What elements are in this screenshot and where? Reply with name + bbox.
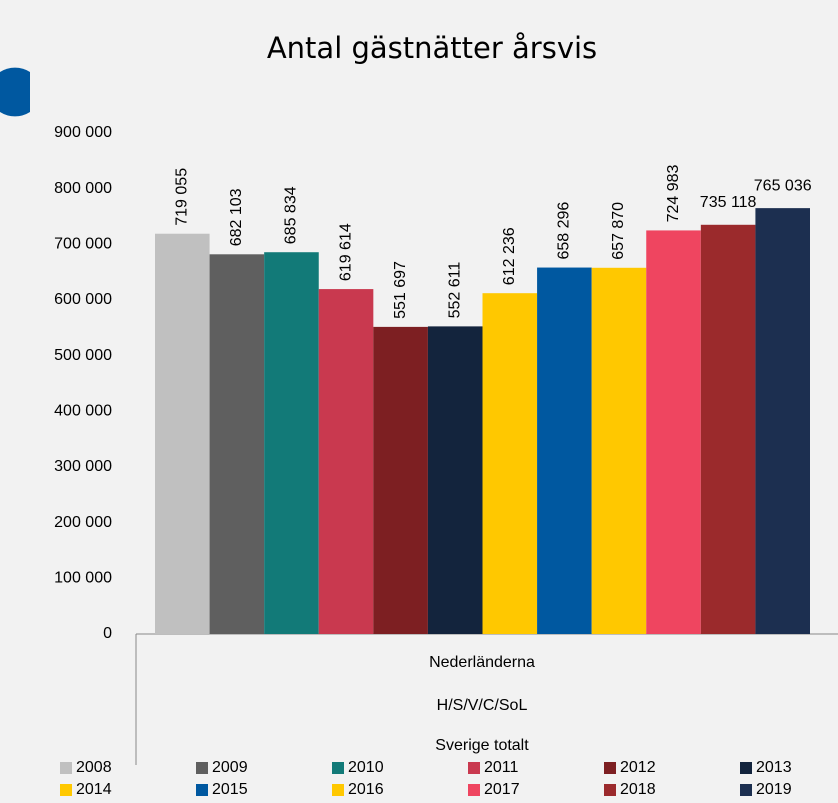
data-label: 765 036 [754, 177, 812, 194]
legend-swatch [332, 762, 344, 774]
data-label: 551 697 [392, 261, 409, 319]
bar [482, 293, 538, 634]
logo-shape [0, 67, 30, 117]
legend-label: 2011 [484, 759, 519, 776]
y-tick-label: 300 000 [54, 458, 112, 475]
legend-swatch [740, 784, 752, 796]
data-label: 619 614 [337, 223, 354, 281]
y-tick-label: 700 000 [54, 236, 112, 253]
legend-swatch [468, 762, 480, 774]
data-label: 658 296 [556, 202, 573, 260]
bar [373, 326, 428, 634]
bar [264, 252, 319, 635]
y-tick-label: 500 000 [54, 347, 112, 364]
y-tick-label: 200 000 [54, 514, 112, 531]
legend-swatch [604, 762, 616, 774]
legend-swatch [332, 784, 344, 796]
data-label: 552 611 [446, 262, 463, 319]
data-label: 724 983 [665, 164, 682, 222]
legend-swatch [740, 762, 752, 774]
legend-label: 2008 [76, 759, 112, 776]
y-tick-label: 400 000 [54, 403, 112, 420]
data-label: 719 055 [174, 168, 191, 226]
legend-label: 2019 [756, 781, 792, 798]
legend-label: 2015 [212, 781, 248, 798]
data-label: 685 834 [283, 186, 300, 244]
data-label: 612 236 [501, 227, 518, 285]
category-group-label: H/S/V/C/SoL [437, 697, 528, 714]
y-tick-label: 600 000 [54, 291, 112, 308]
bar [318, 289, 374, 634]
legend-label: 2017 [484, 781, 520, 798]
legend-swatch [60, 762, 72, 774]
data-label: 682 103 [228, 188, 245, 246]
legend-label: 2009 [212, 759, 248, 776]
bar [591, 267, 647, 634]
y-tick-label: 900 000 [54, 124, 112, 141]
legend-swatch [468, 784, 480, 796]
legend-swatch [196, 762, 208, 774]
legend-label: 2012 [620, 759, 656, 776]
legend-swatch [196, 784, 208, 796]
legend-label: 2010 [348, 759, 384, 776]
y-tick-label: 800 000 [54, 180, 112, 197]
y-tick-label: 0 [103, 625, 112, 642]
bar [209, 254, 265, 634]
legend-swatch [60, 784, 72, 796]
bar [427, 326, 483, 634]
y-tick-label: 100 000 [54, 570, 112, 587]
legend-label: 2018 [620, 781, 656, 798]
bar [646, 230, 701, 634]
bar [700, 224, 756, 635]
legend-label: 2013 [756, 759, 792, 776]
chart-title: Antal gästnätter årsvis [267, 31, 597, 65]
bar [755, 208, 810, 635]
category-group-label: Sverige totalt [435, 737, 529, 754]
x-tick-label: Nederländerna [429, 654, 535, 671]
bar [155, 233, 210, 634]
legend-label: 2016 [348, 781, 384, 798]
data-label: 657 870 [610, 202, 627, 260]
data-label: 735 118 [700, 194, 757, 211]
bar [537, 267, 592, 634]
legend-swatch [604, 784, 616, 796]
legend-label: 2014 [76, 781, 112, 798]
